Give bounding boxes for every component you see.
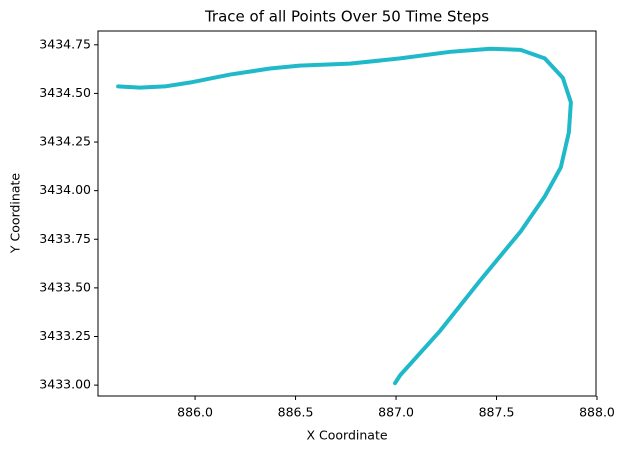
y-tick-label: 3434.50	[39, 85, 91, 100]
x-tick-label: 888.0	[579, 405, 615, 420]
x-axis-label: X Coordinate	[306, 428, 387, 443]
x-tick-label: 887.5	[479, 405, 515, 420]
y-tick-label: 3433.50	[39, 279, 91, 294]
y-tick-label: 3434.75	[39, 36, 91, 51]
trace-line	[116, 46, 573, 386]
x-tick-label: 886.5	[278, 405, 314, 420]
y-tick-label: 3433.75	[39, 231, 91, 246]
y-tick-label: 3434.25	[39, 134, 91, 149]
y-axis-label: Y Coordinate	[8, 173, 23, 254]
x-tick-label: 886.0	[177, 405, 213, 420]
plot-frame	[97, 30, 597, 397]
y-tick-label: 3433.25	[39, 328, 91, 343]
y-tick-label: 3434.00	[39, 182, 91, 197]
y-tick-label: 3433.00	[39, 377, 91, 392]
chart-title: Trace of all Points Over 50 Time Steps	[204, 8, 489, 26]
x-tick-label: 887.0	[378, 405, 414, 420]
